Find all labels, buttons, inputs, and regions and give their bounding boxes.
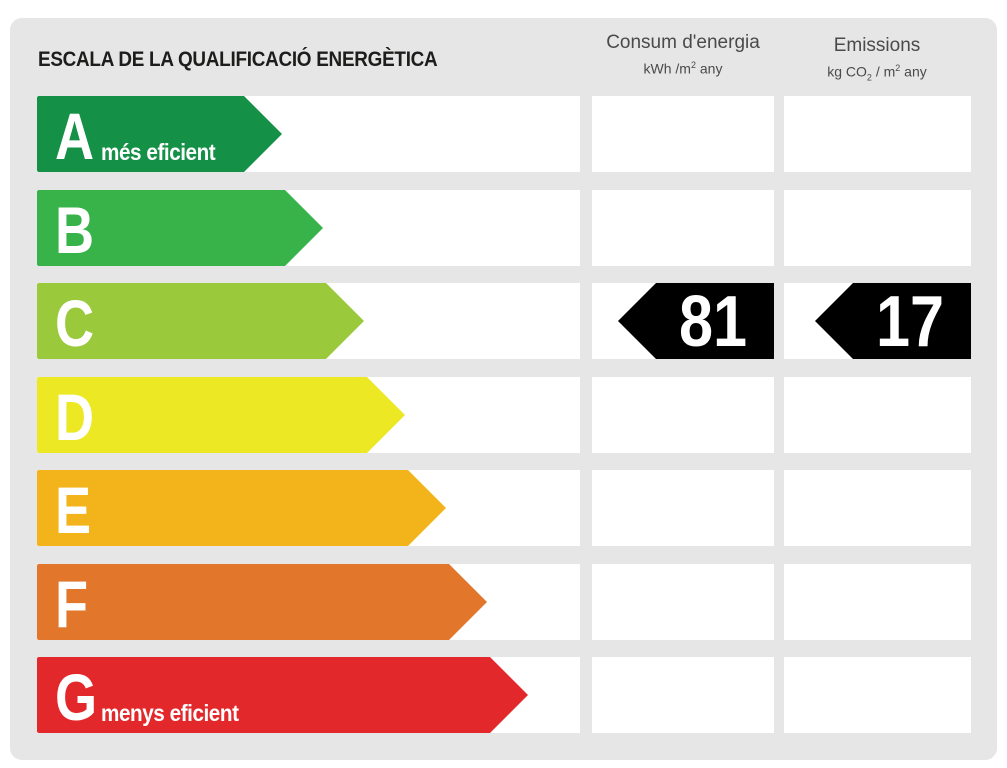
emissions-column-header: Emissions kg CO2 / m2 any: [784, 35, 970, 82]
energy-value-cell: [592, 564, 774, 640]
energy-column-header: Consum d'energia kWh /m2 any: [592, 32, 774, 77]
rating-arrow-d: D: [37, 377, 405, 453]
energy-consumption-marker: 81: [618, 283, 774, 359]
label-title: ESCALA DE LA QUALIFICACIÓ ENERGÈTICA: [38, 48, 438, 71]
emissions-column-unit: kg CO2 / m2 any: [827, 63, 927, 83]
emissions-value-cell: [784, 377, 971, 453]
rating-arrow-f: F: [37, 564, 487, 640]
emissions-marker: 17: [815, 283, 971, 359]
energy-consumption-value: 81: [678, 282, 748, 362]
rating-letter: A: [55, 99, 95, 173]
rating-letter: D: [55, 380, 95, 454]
emissions-value-cell: [784, 564, 971, 640]
rating-letter: E: [55, 473, 92, 547]
energy-column-unit: kWh /m2 any: [643, 60, 723, 77]
energy-column-title: Consum d'energia: [606, 32, 760, 53]
rating-arrow-c: C: [37, 283, 364, 359]
rating-arrow-e: E: [37, 470, 446, 546]
emissions-value-cell: [784, 470, 971, 546]
energy-value-cell: [592, 377, 774, 453]
rating-sublabel: més eficient: [101, 139, 216, 165]
rating-letter: G: [55, 660, 98, 734]
rating-sublabel: menys eficient: [101, 700, 239, 726]
energy-value-cell: [592, 190, 774, 266]
rating-letter: B: [55, 193, 95, 267]
emissions-value: 17: [875, 282, 945, 362]
emissions-value-cell: [784, 96, 971, 172]
rating-letter: C: [55, 286, 95, 360]
energy-value-cell: [592, 96, 774, 172]
emissions-column-title: Emissions: [833, 35, 921, 56]
energy-value-cell: [592, 470, 774, 546]
energy-value-cell: [592, 657, 774, 733]
emissions-value-cell: [784, 190, 971, 266]
rating-letter: F: [55, 567, 89, 641]
rating-arrow-b: B: [37, 190, 323, 266]
emissions-value-cell: [784, 657, 971, 733]
